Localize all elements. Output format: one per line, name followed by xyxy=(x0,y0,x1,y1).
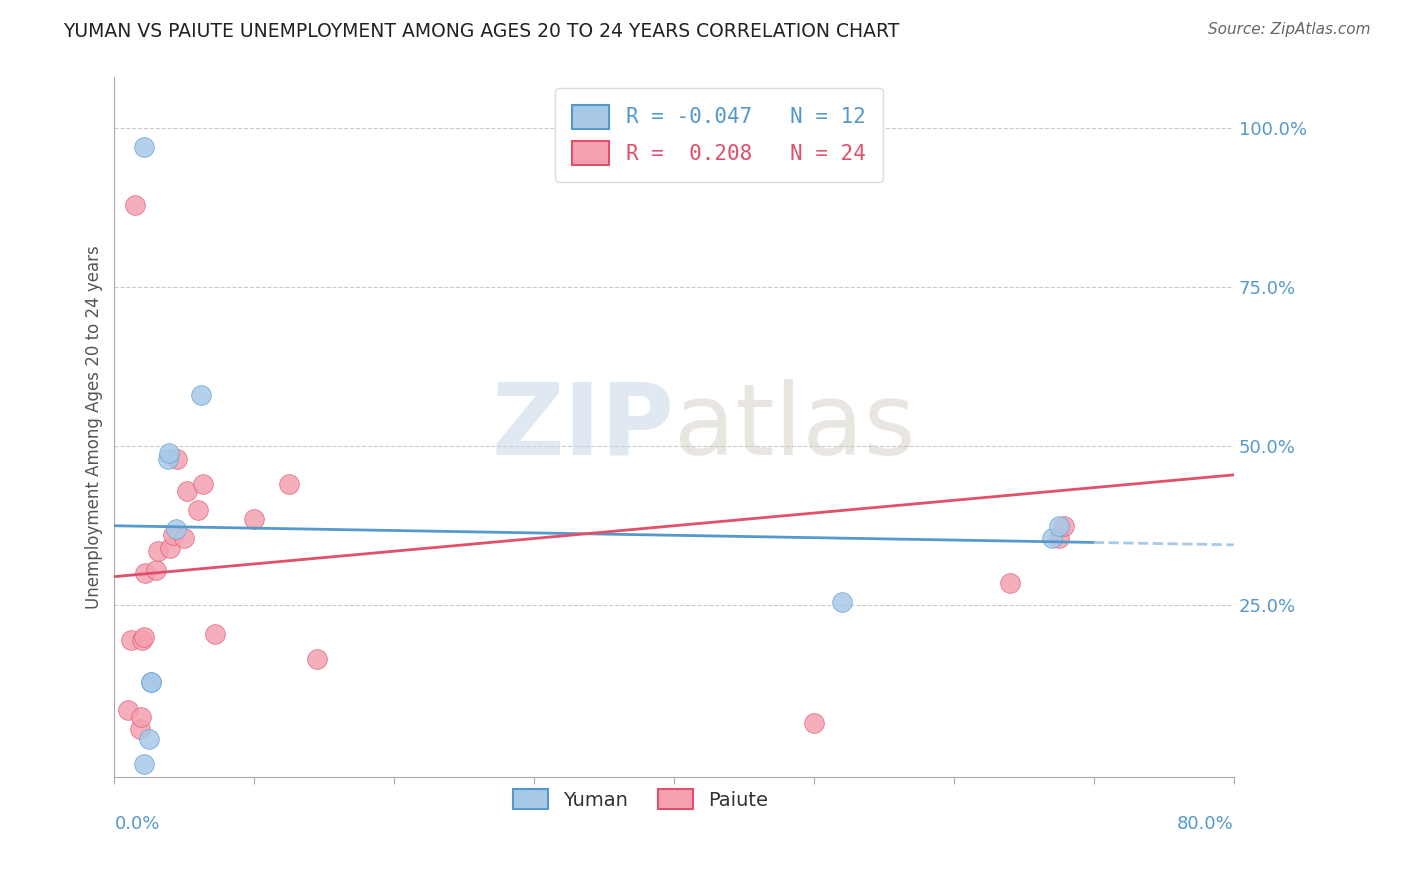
Point xyxy=(998,576,1021,591)
Text: atlas: atlas xyxy=(673,379,915,475)
Point xyxy=(187,503,209,517)
Point xyxy=(138,731,160,746)
Point xyxy=(131,633,153,648)
Point xyxy=(139,674,162,689)
Text: Source: ZipAtlas.com: Source: ZipAtlas.com xyxy=(1208,22,1371,37)
Point xyxy=(803,715,825,730)
Point xyxy=(120,633,142,648)
Point xyxy=(124,197,146,211)
Point xyxy=(117,703,139,717)
Point xyxy=(128,723,150,737)
Text: 0.0%: 0.0% xyxy=(114,815,160,833)
Point xyxy=(1047,518,1070,533)
Point xyxy=(166,452,188,467)
Point xyxy=(278,477,301,491)
Point xyxy=(132,757,155,772)
Point xyxy=(157,445,180,459)
Point xyxy=(134,566,156,581)
Point xyxy=(165,522,187,536)
Point xyxy=(145,563,167,577)
Text: ZIP: ZIP xyxy=(491,379,673,475)
Point xyxy=(132,630,155,644)
Point xyxy=(173,532,195,546)
Y-axis label: Unemployment Among Ages 20 to 24 years: Unemployment Among Ages 20 to 24 years xyxy=(86,245,103,609)
Point xyxy=(156,452,179,467)
Point xyxy=(146,544,169,558)
Point xyxy=(1053,518,1076,533)
Point xyxy=(307,652,329,666)
Text: YUMAN VS PAIUTE UNEMPLOYMENT AMONG AGES 20 TO 24 YEARS CORRELATION CHART: YUMAN VS PAIUTE UNEMPLOYMENT AMONG AGES … xyxy=(63,22,900,41)
Point xyxy=(243,512,266,526)
Point xyxy=(190,388,212,402)
Point xyxy=(176,483,198,498)
Text: 80.0%: 80.0% xyxy=(1177,815,1234,833)
Point xyxy=(1040,532,1063,546)
Point xyxy=(159,541,181,555)
Point xyxy=(129,709,152,723)
Point xyxy=(831,595,853,609)
Point xyxy=(1047,532,1070,546)
Point xyxy=(204,627,226,641)
Point xyxy=(139,674,162,689)
Point xyxy=(162,528,184,542)
Point xyxy=(132,140,155,154)
Legend: Yuman, Paiute: Yuman, Paiute xyxy=(503,780,778,820)
Point xyxy=(191,477,214,491)
